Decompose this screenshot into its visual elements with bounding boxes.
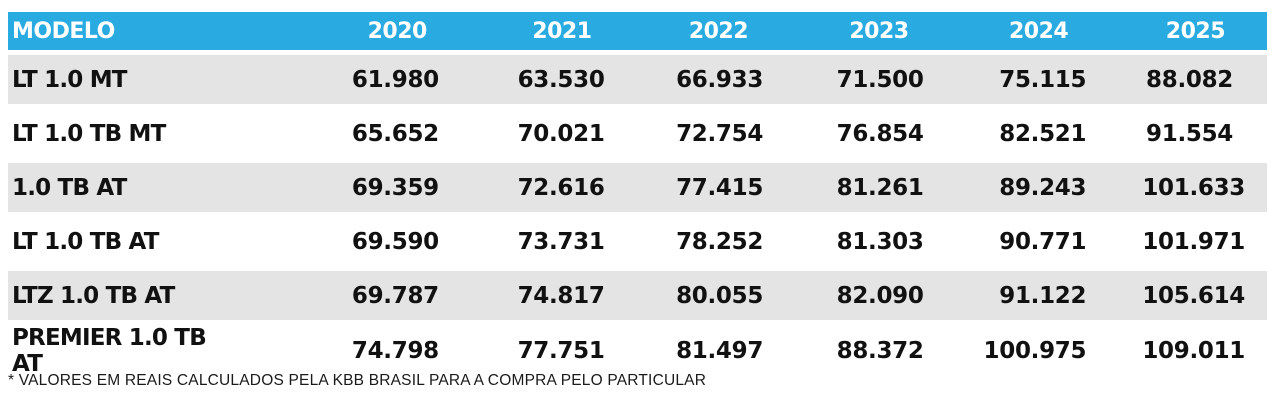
value-cell-2025: 101.971 [1094, 212, 1267, 266]
value-cell-2023: 76.854 [768, 104, 929, 158]
value-cell-2021: 74.817 [440, 266, 610, 320]
column-header-2020: 2020 [367, 18, 428, 44]
column-header-modelo: MODELO [12, 18, 115, 44]
column-header-2024: 2024 [1008, 18, 1069, 44]
value-cell-2024: 90.771 [928, 212, 1095, 266]
value-cell-2025: 101.633 [1094, 158, 1267, 212]
column-header-2025: 2025 [1165, 18, 1226, 44]
model-cell: 1.0 TB AT [8, 158, 242, 212]
value-cell-2025: 91.554 [1094, 104, 1267, 158]
value-cell-2024: 89.243 [928, 158, 1095, 212]
value-cell-2022: 72.754 [609, 104, 769, 158]
value-cell-2020: 69.787 [241, 266, 441, 320]
price-table-container: MODELO 2020 2021 2022 2023 2024 2025 LT … [8, 12, 1267, 377]
value-cell-2020: 61.980 [241, 50, 441, 104]
table-body: LT 1.0 MT 61.980 63.530 66.933 71.500 75… [8, 50, 1267, 377]
table-row: LTZ 1.0 TB AT 69.787 74.817 80.055 82.09… [8, 266, 1267, 320]
value-cell-2025: 105.614 [1094, 266, 1267, 320]
model-cell: LTZ 1.0 TB AT [8, 266, 242, 320]
model-cell: PREMIER 1.0 TB AT [8, 320, 242, 377]
value-cell-2023: 81.261 [768, 158, 929, 212]
column-header-2021: 2021 [532, 18, 592, 44]
value-cell-2024: 82.521 [928, 104, 1095, 158]
value-cell-2022: 77.415 [609, 158, 769, 212]
table-row: PREMIER 1.0 TB AT 74.798 77.751 81.497 8… [8, 320, 1267, 377]
value-cell-2022: 81.497 [609, 320, 769, 377]
value-cell-2024: 75.115 [928, 50, 1095, 104]
model-cell: LT 1.0 MT [8, 50, 242, 104]
table-row: 1.0 TB AT 69.359 72.616 77.415 81.261 89… [8, 158, 1267, 212]
model-cell: LT 1.0 TB AT [8, 212, 242, 266]
table-row: LT 1.0 MT 61.980 63.530 66.933 71.500 75… [8, 50, 1267, 104]
value-cell-2020: 65.652 [241, 104, 441, 158]
value-cell-2022: 78.252 [609, 212, 769, 266]
value-cell-2025: 88.082 [1094, 50, 1267, 104]
column-header-2022: 2022 [688, 18, 749, 44]
footnote: * VALORES EM REAIS CALCULADOS PELA KBB B… [8, 372, 707, 389]
value-cell-2020: 74.798 [241, 320, 441, 377]
value-cell-2021: 63.530 [440, 50, 610, 104]
value-cell-2020: 69.359 [241, 158, 441, 212]
table-row: LT 1.0 TB AT 69.590 73.731 78.252 81.303… [8, 212, 1267, 266]
value-cell-2022: 80.055 [609, 266, 769, 320]
value-cell-2023: 88.372 [768, 320, 929, 377]
model-cell: LT 1.0 TB MT [8, 104, 242, 158]
value-cell-2022: 66.933 [609, 50, 769, 104]
value-cell-2023: 71.500 [768, 50, 929, 104]
value-cell-2024: 91.122 [928, 266, 1095, 320]
value-cell-2025: 109.011 [1094, 320, 1267, 377]
value-cell-2021: 77.751 [440, 320, 610, 377]
value-cell-2023: 82.090 [768, 266, 929, 320]
column-header-2023: 2023 [849, 18, 909, 44]
value-cell-2021: 70.021 [440, 104, 610, 158]
value-cell-2024: 100.975 [928, 320, 1095, 377]
value-cell-2023: 81.303 [768, 212, 929, 266]
table-row: LT 1.0 TB MT 65.652 70.021 72.754 76.854… [8, 104, 1267, 158]
price-table: MODELO 2020 2021 2022 2023 2024 2025 LT … [8, 12, 1267, 377]
value-cell-2020: 69.590 [241, 212, 441, 266]
table-header: MODELO 2020 2021 2022 2023 2024 2025 [8, 12, 1267, 50]
header-row: MODELO 2020 2021 2022 2023 2024 2025 [8, 12, 1267, 50]
value-cell-2021: 73.731 [440, 212, 610, 266]
value-cell-2021: 72.616 [440, 158, 610, 212]
